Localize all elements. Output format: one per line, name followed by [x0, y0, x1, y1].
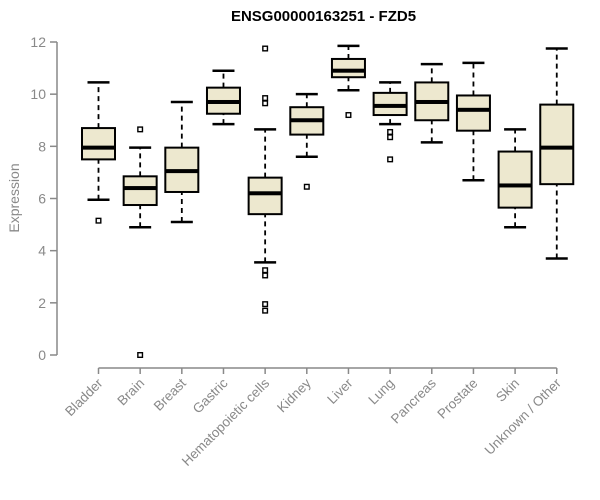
x-tick-label: Pancreas	[388, 375, 439, 426]
x-tick-label: Skin	[493, 376, 522, 405]
y-tick-label: 4	[38, 243, 46, 259]
y-tick-label: 10	[30, 86, 46, 102]
y-tick-label: 8	[38, 138, 46, 154]
outlier-brain	[137, 126, 144, 133]
box-brain	[122, 175, 158, 207]
outlier-liver	[345, 112, 352, 119]
median-liver	[331, 68, 365, 73]
outlier-lung	[387, 128, 394, 135]
x-tick-label: Liver	[324, 375, 356, 407]
x-tick-label: Kidney	[274, 375, 314, 415]
box-prostate	[455, 94, 491, 132]
median-lung	[373, 103, 407, 108]
x-tick-label: Gastric	[190, 375, 231, 416]
box-skin	[497, 150, 533, 209]
outlier-hematopoietic-cells	[262, 267, 269, 274]
median-pancreas	[415, 99, 449, 104]
x-tick-label: Prostate	[434, 376, 480, 422]
median-skin	[498, 183, 532, 188]
outlier-hematopoietic-cells	[262, 301, 269, 308]
chart-title: ENSG00000163251 - FZD5	[230, 8, 417, 25]
outlier-brain	[137, 352, 144, 359]
outlier-hematopoietic-cells	[262, 95, 269, 102]
box-bladder	[81, 127, 116, 161]
outlier-lung	[387, 156, 394, 163]
box-unknown-other	[539, 103, 575, 186]
x-tick-label: Unknown / Other	[482, 375, 565, 458]
outlier-hematopoietic-cells	[262, 45, 269, 52]
median-gastric	[206, 99, 240, 104]
median-unknown-other	[540, 145, 574, 150]
median-breast	[165, 169, 199, 174]
box-hematopoietic-cells	[247, 176, 283, 216]
median-prostate	[456, 107, 490, 112]
outlier-hematopoietic-cells	[262, 272, 269, 279]
x-tick-label: Brain	[114, 376, 147, 409]
outlier-hematopoietic-cells	[262, 100, 269, 107]
median-kidney	[290, 118, 324, 123]
outlier-hematopoietic-cells	[262, 307, 269, 314]
y-tick-label: 6	[38, 191, 46, 207]
outlier-bladder	[95, 217, 102, 224]
median-brain	[123, 186, 157, 191]
x-tick-label: Lung	[365, 376, 397, 408]
median-bladder	[82, 145, 115, 150]
box-liver	[330, 57, 366, 79]
outlier-lung	[387, 134, 394, 141]
y-tick-label: 12	[30, 34, 46, 50]
median-hematopoietic-cells	[248, 191, 282, 196]
x-tick-label: Breast	[151, 375, 189, 413]
outlier-kidney	[303, 183, 310, 190]
x-tick-label: Bladder	[62, 375, 106, 419]
y-tick-label: 2	[38, 295, 46, 311]
y-tick-label: 0	[38, 347, 46, 363]
